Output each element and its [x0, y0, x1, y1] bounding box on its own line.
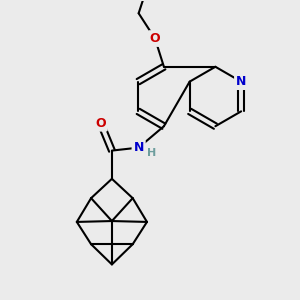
Text: O: O [95, 117, 106, 130]
Text: N: N [236, 75, 246, 88]
Text: H: H [146, 148, 156, 158]
Text: N: N [134, 141, 144, 154]
Text: O: O [150, 32, 160, 45]
